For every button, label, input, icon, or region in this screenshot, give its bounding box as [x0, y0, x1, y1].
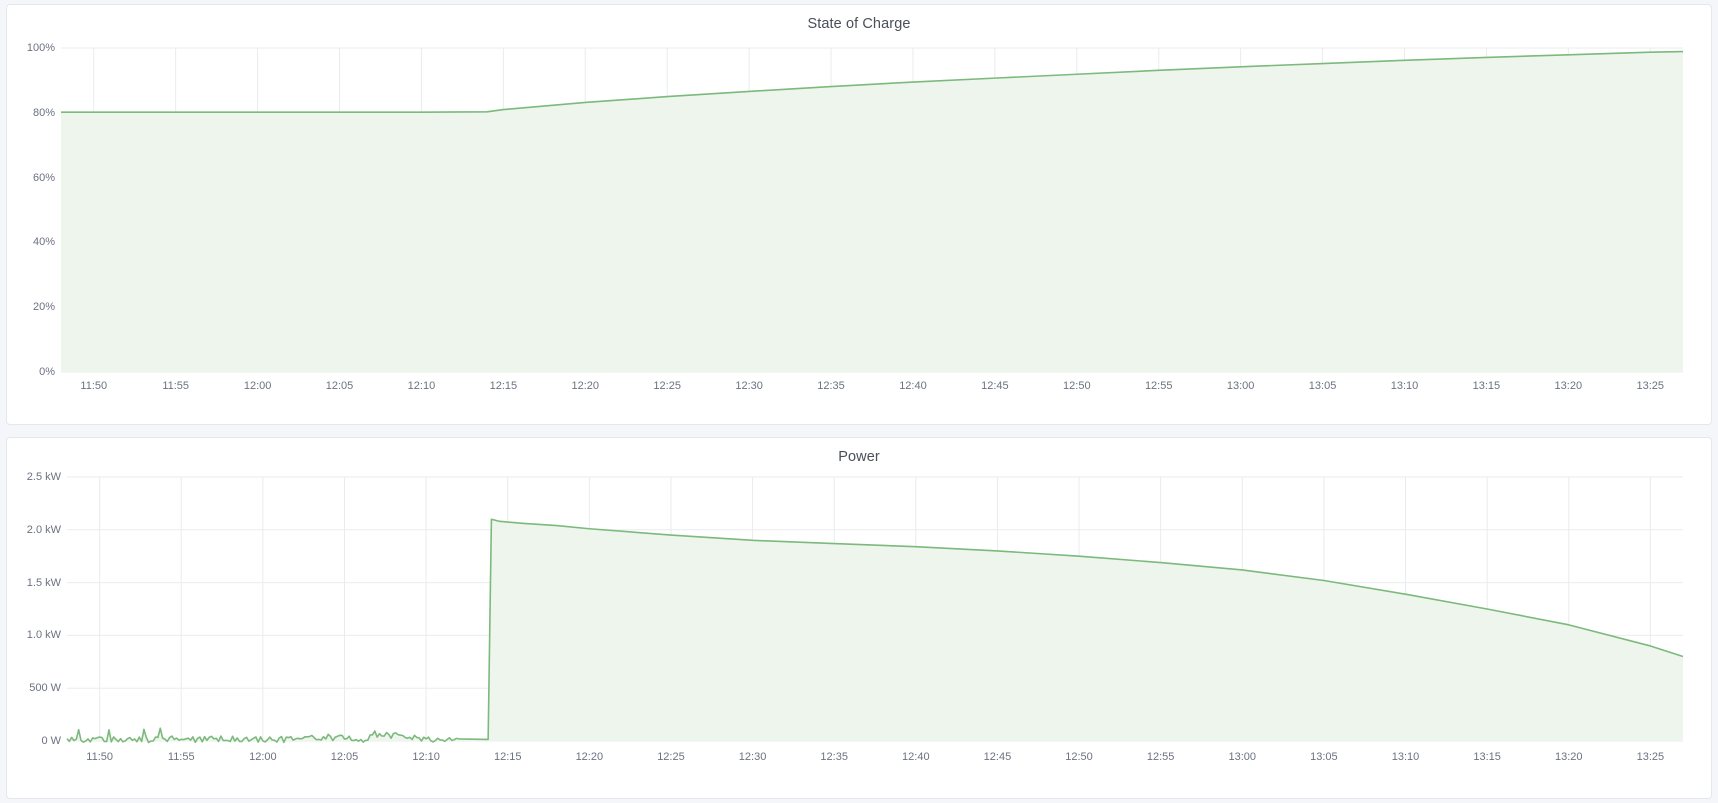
chart-card-state-of-charge: State of Charge 0% 20% 40% 60% 80% 100% 11:50… — [6, 4, 1712, 425]
x-tick-label: 12:10 — [407, 380, 436, 392]
x-tick-label: 12:05 — [330, 751, 359, 763]
plot-area-power: 0 W 500 W 1.0 kW 1.5 kW 2.0 kW 2.5 kW 11:50 11… — [7, 465, 1711, 783]
x-tick-label: 12:50 — [1065, 751, 1093, 763]
x-tick-label: 12:55 — [1144, 380, 1173, 392]
y-tick-label: 60% — [32, 171, 55, 184]
x-tick-label: 12:40 — [902, 751, 930, 763]
y-tick-label: 100% — [26, 42, 55, 54]
x-tick-label: 11:55 — [162, 380, 190, 392]
series-area-fill — [67, 519, 1683, 743]
y-tick-label: 20% — [32, 301, 55, 314]
y-tick-label: 1.5 kW — [26, 576, 61, 589]
x-tick-label: 12:45 — [981, 380, 1009, 392]
x-tick-label: 13:00 — [1226, 380, 1255, 392]
y-tick-label: 40% — [32, 236, 55, 249]
x-tick-label: 12:15 — [489, 380, 518, 392]
x-axis-labels-state-of-charge: 11:50 11:55 12:00 12:05 12:10 12:15 12:20 12:25… — [7, 380, 1711, 402]
x-tick-label: 12:35 — [817, 380, 845, 392]
y-tick-label: 2.0 kW — [26, 523, 61, 536]
x-tick-label: 11:50 — [86, 751, 113, 763]
x-tick-label: 12:30 — [738, 751, 767, 763]
x-tick-label: 12:10 — [412, 751, 440, 763]
x-tick-label: 13:10 — [1391, 751, 1420, 763]
x-tick-label: 12:00 — [249, 751, 277, 763]
x-tick-label: 11:55 — [167, 751, 195, 763]
x-tick-label: 12:30 — [735, 380, 763, 392]
x-tick-label: 12:35 — [820, 751, 848, 763]
y-axis-labels-power: 0 W 500 W 1.0 kW 1.5 kW 2.0 kW 2.5 kW — [7, 465, 65, 783]
x-tick-label: 13:15 — [1472, 380, 1501, 392]
x-tick-label: 12:15 — [493, 751, 522, 763]
y-tick-label: 500 W — [29, 682, 61, 695]
x-tick-label: 12:00 — [243, 380, 272, 392]
y-tick-label: 80% — [32, 106, 55, 119]
x-axis-labels-power: 11:50 11:55 12:00 12:05 12:10 12:15 12:20 12:25… — [7, 751, 1711, 773]
chart-card-power: Power 0 W 500 W 1.0 kW 1.5 kW 2.0 kW 2.5 kW 1… — [6, 437, 1712, 799]
x-tick-label: 13:20 — [1554, 380, 1583, 392]
series-line — [66, 518, 1684, 744]
x-tick-label: 11:50 — [80, 380, 108, 392]
x-tick-label: 12:05 — [325, 380, 354, 392]
series-area-fill — [61, 51, 1683, 372]
x-tick-label: 12:55 — [1146, 751, 1175, 763]
x-tick-label: 13:25 — [1636, 751, 1665, 763]
x-tick-label: 12:40 — [899, 380, 927, 392]
x-tick-label: 13:10 — [1390, 380, 1419, 392]
x-tick-label: 12:20 — [575, 751, 604, 763]
x-tick-label: 12:25 — [653, 380, 681, 392]
chart-title-state-of-charge: State of Charge — [807, 16, 911, 32]
x-tick-label: 13:15 — [1473, 751, 1501, 763]
y-tick-label: 2.5 kW — [26, 471, 61, 483]
y-tick-label: 1.0 kW — [26, 629, 61, 642]
chart-svg-power — [66, 476, 1684, 744]
y-axis-labels-state-of-charge: 0% 20% 40% 60% 80% 100% — [7, 32, 59, 410]
x-tick-label: 12:25 — [657, 751, 685, 763]
y-tick-label: 0% — [39, 366, 55, 378]
chart-svg-state-of-charge — [61, 47, 1684, 373]
x-tick-label: 12:45 — [983, 751, 1012, 763]
y-tick-label: 0 W — [41, 735, 61, 747]
x-tick-label: 12:50 — [1063, 380, 1091, 392]
x-tick-label: 13:05 — [1308, 380, 1337, 392]
series-line — [61, 50, 1684, 113]
x-tick-label: 13:25 — [1636, 380, 1664, 392]
x-tick-label: 13:00 — [1228, 751, 1257, 763]
plot-area-state-of-charge: 0% 20% 40% 60% 80% 100% 11:50 11:55 12:00 12:05 1… — [7, 32, 1711, 410]
x-tick-label: 12:20 — [571, 380, 600, 392]
chart-title-power: Power — [838, 449, 880, 465]
x-tick-label: 13:20 — [1554, 751, 1583, 763]
x-tick-label: 13:05 — [1310, 751, 1338, 763]
